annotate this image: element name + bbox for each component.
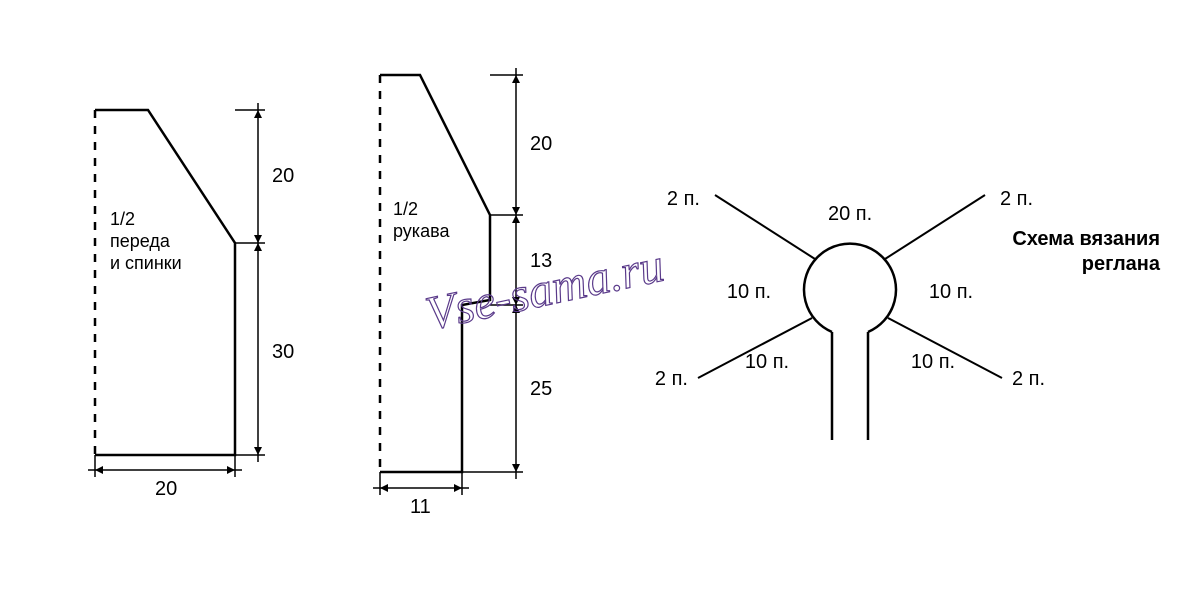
raglan-side-right-label: 10 п.: [929, 281, 973, 303]
raglan-title-line1: Схема вязания: [1012, 228, 1160, 250]
sleeve-label-line1: 1/2: [393, 199, 418, 219]
seam-upper-right: [885, 195, 985, 259]
raglan-seam-ul-label: 2 п.: [667, 188, 700, 210]
front-label-line2: переда: [110, 231, 171, 251]
raglan-seam-ur-label: 2 п.: [1000, 188, 1033, 210]
outline-front: [95, 110, 235, 455]
dim-front-bottom: 20: [88, 455, 242, 500]
raglan-circle: [804, 244, 896, 332]
raglan-seam-lr-label: 2 п.: [1012, 368, 1045, 390]
dim-front-bottom-label: 20: [155, 478, 177, 500]
raglan-title-line2: реглана: [1082, 253, 1161, 275]
front-label-line3: и спинки: [110, 253, 182, 273]
dim-sleeve-bottom: 11: [373, 472, 469, 518]
seam-upper-left: [715, 195, 815, 259]
dim-front-lower-label: 30: [272, 341, 294, 363]
sleeve-label-line2: рукава: [393, 221, 450, 241]
dim-sleeve-upper-label: 20: [530, 133, 552, 155]
panel-front-back: 1/2 переда и спинки 20 20 30: [88, 103, 294, 500]
outline-sleeve: [380, 75, 490, 472]
dim-front-side: 20 30: [235, 103, 294, 462]
dim-front-upper-label: 20: [272, 165, 294, 187]
panel-raglan-scheme: 20 п. 10 п. 10 п. 10 п. 10 п. 2 п. 2 п. …: [655, 188, 1161, 440]
raglan-lower-right-label: 10 п.: [911, 351, 955, 373]
raglan-side-left-label: 10 п.: [727, 281, 771, 303]
raglan-lower-left-label: 10 п.: [745, 351, 789, 373]
dim-sleeve-lower-label: 25: [530, 378, 552, 400]
raglan-top-label: 20 п.: [828, 203, 872, 225]
raglan-seam-ll-label: 2 п.: [655, 368, 688, 390]
front-label-line1: 1/2: [110, 209, 135, 229]
dim-sleeve-bottom-label: 11: [410, 496, 431, 518]
